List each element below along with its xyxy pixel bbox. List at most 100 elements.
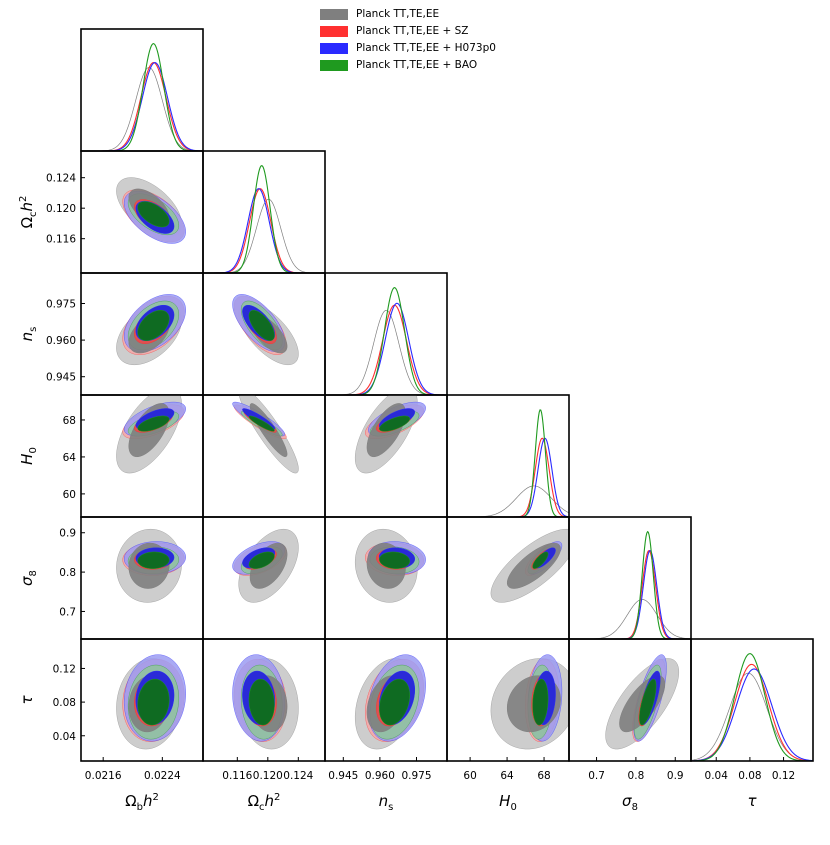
- contour-panel-tau-H0: [490, 654, 569, 750]
- y-tick-label: 0.945: [46, 372, 76, 384]
- x-tick-label: 0.08: [738, 770, 761, 782]
- x-tick-label: 0.0216: [85, 770, 122, 782]
- y-axis-label-omc: Ωch2: [18, 196, 39, 229]
- legend-label: Planck TT,TE,EE: [356, 8, 440, 20]
- axis-label-part: Ω: [18, 217, 36, 228]
- contour-panel-s8-omc: [232, 528, 299, 603]
- contour-panel-tau-s8: [605, 654, 680, 750]
- panel-frame: [690, 638, 814, 762]
- marginal-curve-s8: [569, 530, 691, 639]
- axis-label-part: s: [28, 327, 39, 332]
- y-axis-label-H0: H0: [18, 447, 39, 465]
- contour-panel-tau-ns: [354, 654, 426, 750]
- axis-label-part: 8: [28, 570, 39, 576]
- contour-panel-H0-ns: [354, 395, 426, 474]
- marginal-curve-omc: [203, 188, 325, 273]
- axis-label-part: Ω: [125, 792, 136, 810]
- x-tick-label: 0.960: [365, 770, 395, 782]
- legend-item: Planck TT,TE,EE + BAO: [320, 57, 496, 73]
- y-tick-label: 68: [63, 415, 76, 427]
- marginal-curve-H0: [447, 437, 569, 517]
- x-tick-label: 0.12: [772, 770, 795, 782]
- axis-label-part: Ω: [248, 792, 259, 810]
- axis-label-part: n: [18, 332, 36, 342]
- marginal-curve-omb: [81, 62, 203, 151]
- axis-label-part: H: [499, 792, 510, 810]
- legend-swatch: [320, 59, 348, 71]
- marginal-panel-omc: [203, 165, 325, 273]
- marginal-panel-s8: [569, 530, 691, 639]
- legend-label: Planck TT,TE,EE + SZ: [356, 25, 469, 37]
- x-tick-label: 0.9: [667, 770, 684, 782]
- x-tick-label: 0.7: [588, 770, 605, 782]
- contour-panel-tau-omc: [232, 654, 299, 750]
- x-tick-label: 0.975: [401, 770, 431, 782]
- x-axis-label-omc: Ωch2: [248, 792, 281, 813]
- axis-label-part: n: [379, 792, 389, 810]
- marginal-curve-tau: [691, 663, 813, 761]
- axis-label-part: 8: [632, 802, 638, 813]
- contour-68-H0-omc: [248, 415, 275, 432]
- y-tick-label: 0.8: [59, 567, 76, 579]
- x-tick-label: 68: [537, 770, 550, 782]
- x-tick-label: 0.120: [253, 770, 283, 782]
- marginal-panel-omb: [81, 43, 203, 151]
- y-tick-label: 0.04: [53, 731, 77, 743]
- axis-label-part: 0: [28, 447, 39, 453]
- axis-label-part: 2: [152, 792, 158, 803]
- legend-item: Planck TT,TE,EE + SZ: [320, 23, 496, 39]
- marginal-curve-ns: [325, 287, 447, 395]
- axis-label-part: h: [143, 792, 153, 810]
- contour-68-H0-omb: [137, 415, 170, 432]
- contour-panel-s8-H0: [490, 528, 569, 603]
- x-axis-label-tau: τ: [747, 792, 757, 810]
- contour-68-H0-ns: [379, 415, 410, 432]
- y-tick-label: 0.120: [46, 203, 76, 215]
- legend-item: Planck TT,TE,EE: [320, 6, 496, 22]
- x-axis-label-ns: ns: [379, 792, 394, 813]
- contour-panel-H0-omc: [232, 395, 299, 474]
- y-tick-label: 60: [63, 489, 76, 501]
- marginal-panel-tau: [691, 653, 813, 761]
- x-tick-label: 64: [500, 770, 514, 782]
- contour-68-s8-ns: [379, 551, 411, 569]
- x-tick-label: 0.04: [705, 770, 729, 782]
- x-axis-label-s8: σ8: [622, 792, 638, 813]
- legend-swatch: [320, 42, 348, 54]
- axis-label-part: H: [18, 454, 36, 465]
- marginal-curve-omc: [203, 188, 325, 273]
- y-tick-label: 0.12: [53, 663, 76, 675]
- contour-68-s8-H0: [532, 551, 549, 569]
- axis-label-part: b: [137, 802, 143, 813]
- x-tick-label: 0.124: [283, 770, 313, 782]
- legend-swatch: [320, 8, 348, 20]
- axis-label-part: s: [388, 802, 393, 813]
- marginal-curve-s8: [569, 599, 691, 639]
- contour-panel-ns-omb: [116, 294, 186, 366]
- axis-label-part: τ: [18, 695, 36, 705]
- x-tick-label: 0.116: [222, 770, 252, 782]
- y-axis-label-tau: τ: [18, 695, 36, 705]
- contour-68-tau-omb: [137, 678, 170, 726]
- contour-panel-H0-omb: [116, 395, 186, 474]
- contour-68-tau-omc: [248, 678, 275, 726]
- marginal-curve-tau: [691, 653, 813, 761]
- x-axis-label-H0: H0: [499, 792, 517, 813]
- x-tick-label: 0.945: [328, 770, 358, 782]
- axis-label-part: 2: [18, 196, 29, 202]
- y-axis-label-s8: σ8: [18, 570, 39, 586]
- contour-panel-tau-omb: [116, 654, 186, 750]
- y-tick-label: 0.7: [59, 606, 76, 618]
- y-tick-label: 64: [63, 452, 77, 464]
- y-axis-label-ns: ns: [18, 327, 39, 342]
- y-tick-label: 0.975: [46, 299, 76, 311]
- axis-label-part: c: [259, 802, 265, 813]
- marginal-curve-H0: [447, 437, 569, 517]
- marginal-panel-H0: [447, 409, 569, 517]
- legend-swatch: [320, 25, 348, 37]
- marginal-curve-omb: [81, 43, 203, 151]
- axis-label-part: h: [18, 202, 36, 212]
- legend-label: Planck TT,TE,EE + BAO: [356, 59, 478, 71]
- x-tick-label: 0.0224: [144, 770, 181, 782]
